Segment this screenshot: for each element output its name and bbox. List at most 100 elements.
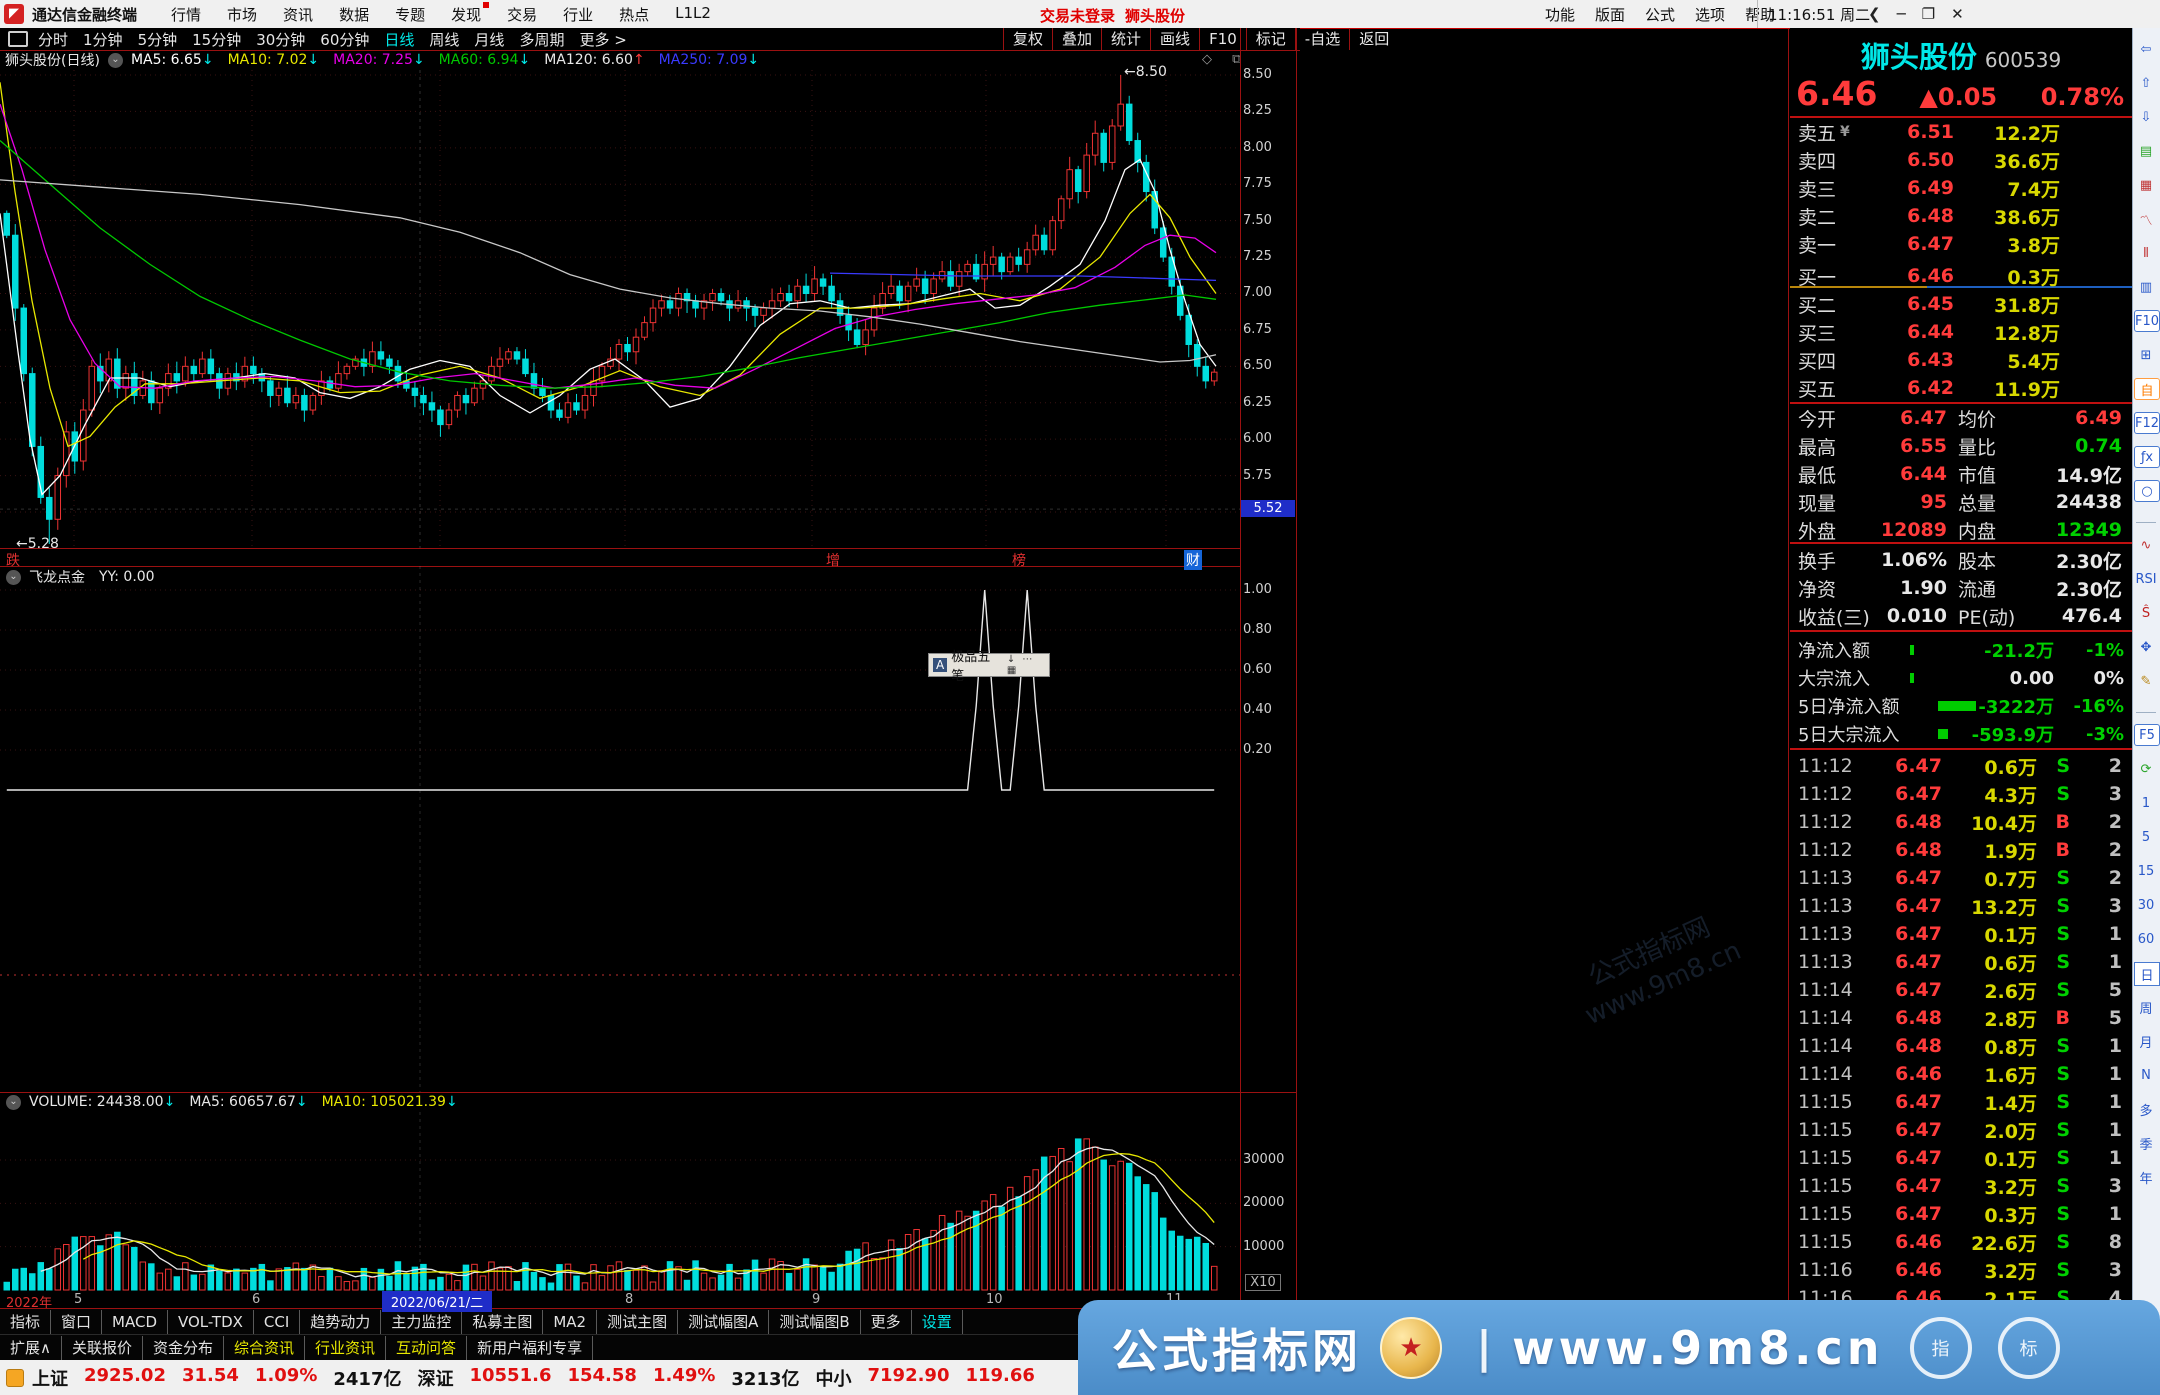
menu-item-版面[interactable]: 版面 — [1595, 5, 1626, 24]
volume-chart[interactable] — [0, 1112, 1240, 1292]
menu-item-专题[interactable]: 专题 — [395, 5, 426, 24]
period-tab-30分钟[interactable]: 30分钟 — [256, 30, 306, 49]
period-quarter[interactable]: 季 — [2139, 1137, 2153, 1153]
tab-测试主图[interactable]: 测试主图 — [597, 1310, 679, 1334]
tab-趋势动力[interactable]: 趋势动力 — [300, 1310, 382, 1334]
login-status[interactable]: 交易未登录 — [1040, 7, 1116, 25]
toolbar-button-F10[interactable]: F10 — [1199, 28, 1246, 50]
ime-toolbar[interactable]: A 极品五笔 ↓ ⋯ ▦ — [928, 650, 1050, 684]
period-tab-1分钟[interactable]: 1分钟 — [83, 30, 123, 49]
maximize-button[interactable]: ❐ — [1921, 5, 1936, 23]
period-year[interactable]: 年 — [2139, 1171, 2153, 1187]
strip-link-增[interactable]: 增 — [826, 553, 840, 569]
tab-设置[interactable]: 设置 — [912, 1310, 963, 1334]
structure-icon[interactable]: ⊞ — [2140, 347, 2152, 363]
s-icon[interactable]: Ŝ — [2141, 605, 2151, 621]
tab-资金分布[interactable]: 资金分布 — [143, 1336, 225, 1360]
ime-mode-icon[interactable]: A — [933, 658, 948, 672]
waves-icon[interactable]: ∿ — [2140, 537, 2152, 553]
sub-indicator-chart[interactable] — [0, 566, 1240, 1092]
tab-MA2[interactable]: MA2 — [543, 1310, 598, 1334]
news-icon[interactable]: ▥ — [2139, 279, 2153, 295]
tab-测试幅图A[interactable]: 测试幅图A — [678, 1310, 770, 1334]
period-tab-5分钟[interactable]: 5分钟 — [137, 30, 178, 49]
period-60[interactable]: 60 — [2137, 931, 2155, 947]
period-month[interactable]: 月 — [2139, 1035, 2153, 1051]
toolbar-button-画线[interactable]: 画线 — [1150, 28, 1199, 50]
period-week[interactable]: 周 — [2139, 1001, 2153, 1017]
period-5[interactable]: 5 — [2141, 829, 2151, 845]
tab-更多[interactable]: 更多 — [861, 1310, 912, 1334]
refresh-icon[interactable]: ⟳ — [2140, 761, 2152, 777]
menu-item-交易[interactable]: 交易 — [507, 5, 538, 24]
period-tab-日线[interactable]: 日线 — [384, 30, 415, 49]
tab-互动问答[interactable]: 互动问答 — [386, 1336, 468, 1360]
tab-关联报价[interactable]: 关联报价 — [62, 1336, 143, 1360]
period-multi[interactable]: 多 — [2139, 1103, 2153, 1119]
grid-quotes-icon[interactable]: ▦ — [2139, 177, 2153, 193]
period-tab-15分钟[interactable]: 15分钟 — [192, 30, 242, 49]
period-1[interactable]: 1 — [2141, 795, 2151, 811]
circle-icon[interactable]: ○ — [2134, 480, 2160, 502]
f10-icon[interactable]: F10 — [2134, 310, 2160, 332]
f5-icon[interactable]: F5 — [2134, 724, 2160, 746]
tab-MACD[interactable]: MACD — [102, 1310, 168, 1334]
menu-item-公式[interactable]: 公式 — [1645, 5, 1676, 24]
ime-buttons-icon[interactable]: ↓ ⋯ ▦ — [1006, 654, 1035, 676]
period-tab-周线[interactable]: 周线 — [429, 30, 460, 49]
tab-主力监控[interactable]: 主力监控 — [381, 1310, 463, 1334]
zixuan-icon[interactable]: 自 — [2134, 378, 2160, 400]
tab-CCI[interactable]: CCI — [254, 1310, 301, 1334]
toolbar-button-叠加[interactable]: 叠加 — [1052, 28, 1101, 50]
menu-item-市场[interactable]: 市场 — [227, 5, 258, 24]
layout-icon[interactable] — [8, 31, 28, 47]
back-button[interactable]: ❮ — [1868, 5, 1881, 23]
toolbar-button-统计[interactable]: 统计 — [1101, 28, 1150, 50]
menu-item-帮助[interactable]: 帮助 — [1745, 5, 1776, 24]
strip-link-榜[interactable]: 榜 — [1012, 553, 1026, 569]
tab-窗口[interactable]: 窗口 — [51, 1310, 103, 1334]
menu-item-功能[interactable]: 功能 — [1545, 5, 1576, 24]
f12-icon[interactable]: F12 — [2134, 412, 2160, 434]
edit-icon[interactable]: ✎ — [2140, 673, 2152, 689]
tab-指标[interactable]: 指标 — [0, 1310, 52, 1334]
toolbar-button--自选[interactable]: -自选 — [1294, 28, 1349, 50]
menu-item-热点[interactable]: 热点 — [619, 5, 650, 24]
tab-VOL-TDX[interactable]: VOL-TDX — [168, 1310, 254, 1334]
current-stock-label[interactable]: 狮头股份 — [1125, 7, 1186, 25]
chevron-down-icon[interactable]: ⌄ — [6, 569, 21, 585]
period-tab-分时[interactable]: 分时 — [38, 30, 69, 49]
menu-item-L1L2[interactable]: L1L2 — [675, 3, 711, 22]
candlestick-chart[interactable] — [0, 70, 1240, 548]
close-button[interactable]: ✕ — [1951, 5, 1964, 23]
back-icon[interactable]: ⇦ — [2140, 41, 2152, 57]
move-icon[interactable]: ✥ — [2140, 639, 2152, 655]
down-icon[interactable]: ⇩ — [2140, 109, 2152, 125]
toolbar-button-返回[interactable]: 返回 — [1349, 28, 1398, 50]
period-tab-更多 >[interactable]: 更多 > — [579, 30, 627, 49]
period-15[interactable]: 15 — [2137, 863, 2155, 879]
period-tab-多周期[interactable]: 多周期 — [519, 30, 565, 49]
period-n[interactable]: N — [2141, 1067, 2151, 1083]
tab-私募主图[interactable]: 私募主图 — [462, 1310, 544, 1334]
menu-item-资讯[interactable]: 资讯 — [283, 5, 314, 24]
toolbar-button-复权[interactable]: 复权 — [1003, 28, 1052, 50]
period-30[interactable]: 30 — [2137, 897, 2155, 913]
menu-item-发现[interactable]: 发现 — [451, 1, 490, 25]
menu-item-行情[interactable]: 行情 — [171, 5, 202, 24]
trend-line-icon[interactable]: 〽 — [2139, 213, 2153, 229]
rsi-icon[interactable]: RSI — [2135, 571, 2157, 587]
menu-item-数据[interactable]: 数据 — [339, 5, 370, 24]
chart-corner-icons[interactable]: ◇ ⧉ — [1202, 52, 1250, 67]
strip-link-财[interactable]: 财 — [1184, 550, 1202, 570]
period-tab-月线[interactable]: 月线 — [474, 30, 505, 49]
menu-item-行业[interactable]: 行业 — [563, 5, 594, 24]
tab-测试幅图B[interactable]: 测试幅图B — [769, 1310, 861, 1334]
formula-icon[interactable]: ƒx — [2134, 446, 2160, 468]
kline-icon[interactable]: ⫴ — [2143, 245, 2149, 261]
tab-扩展∧[interactable]: 扩展∧ — [0, 1336, 62, 1360]
report-icon[interactable]: ▤ — [2139, 143, 2153, 159]
period-day[interactable]: 日 — [2134, 962, 2160, 986]
chevron-down-icon[interactable]: ⌄ — [6, 1094, 21, 1110]
tab-综合资讯[interactable]: 综合资讯 — [224, 1336, 306, 1360]
